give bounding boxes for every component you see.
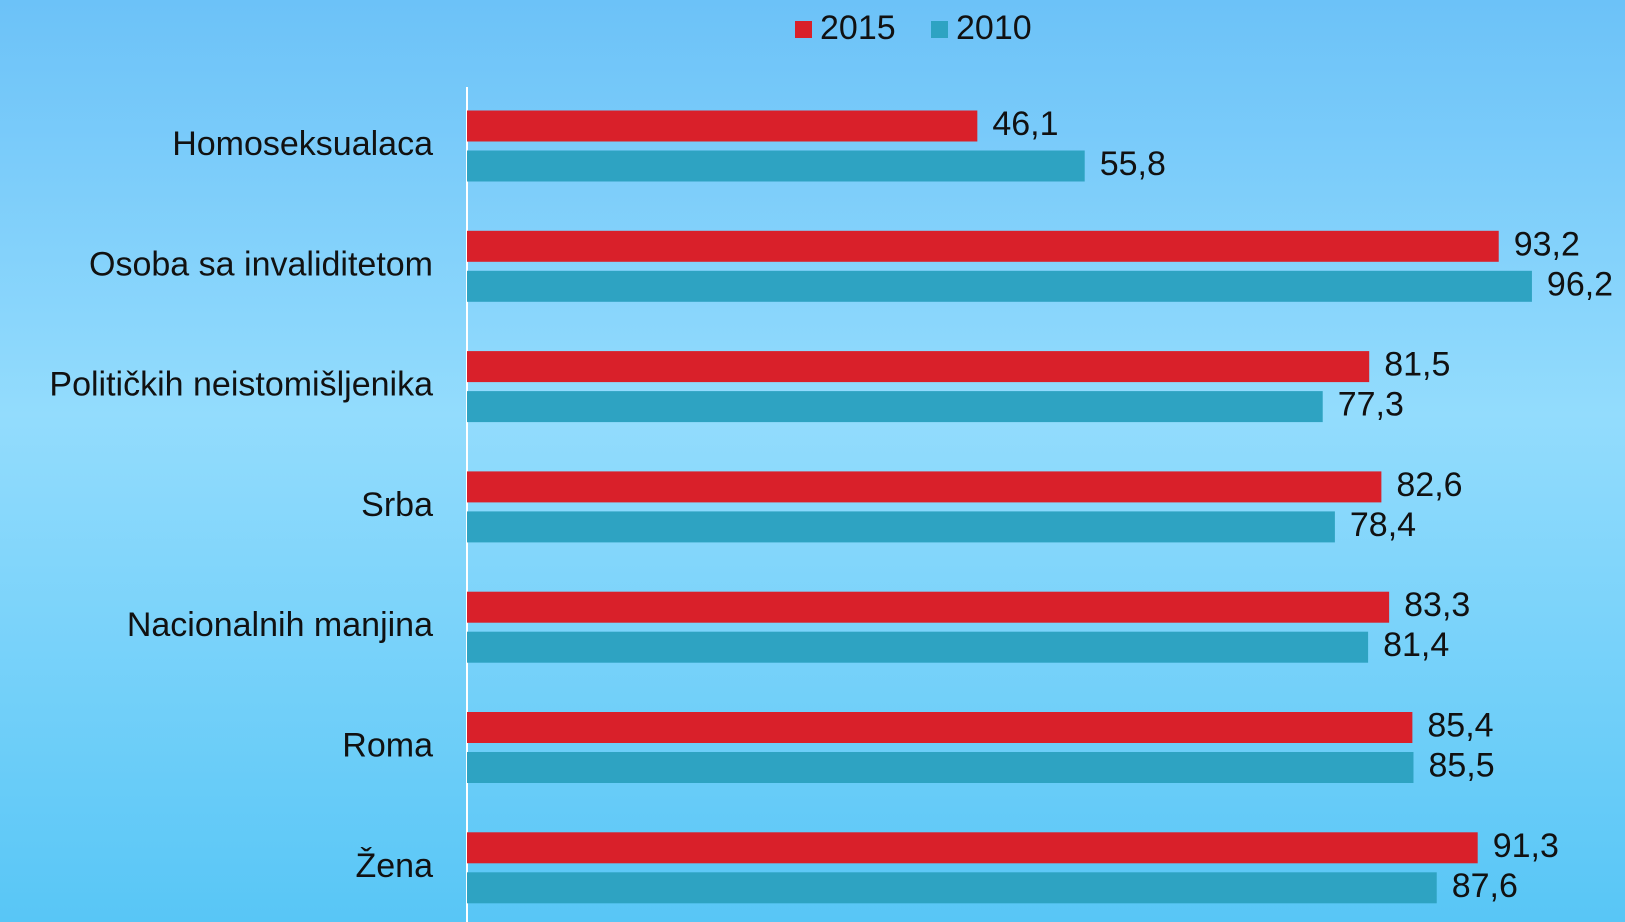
bar (467, 712, 1413, 743)
bar (467, 471, 1382, 503)
y-tick-label: Političkih neistomišljenika (49, 366, 433, 404)
data-label: 93,2 (1514, 225, 1580, 263)
y-tick-label: Nacionalnih manjina (127, 606, 433, 644)
legend-label: 2010 (956, 9, 1032, 47)
bar (467, 631, 1369, 663)
bar (467, 872, 1437, 904)
bar (467, 832, 1478, 864)
y-tick-label: Homoseksualaca (172, 125, 433, 163)
bar (467, 150, 1085, 182)
y-tick-label: Žena (356, 847, 434, 885)
data-label: 85,4 (1427, 706, 1493, 744)
bar (467, 230, 1499, 262)
bar (467, 752, 1414, 783)
data-label: 81,4 (1383, 626, 1449, 664)
legend-label: 2015 (820, 9, 896, 47)
data-label: 77,3 (1338, 386, 1404, 424)
bar (467, 270, 1532, 302)
legend-swatch (931, 21, 948, 38)
y-tick-label: Srba (361, 486, 433, 524)
data-label: 78,4 (1350, 506, 1416, 544)
legend-swatch (795, 21, 812, 38)
data-label: 81,5 (1384, 346, 1450, 384)
data-label: 82,6 (1396, 466, 1462, 504)
bar (467, 511, 1335, 543)
y-tick-label: Roma (342, 726, 433, 764)
data-label: 83,3 (1404, 586, 1470, 624)
data-label: 85,5 (1428, 746, 1494, 784)
bar (467, 591, 1390, 623)
bar (467, 391, 1323, 423)
data-label: 91,3 (1493, 827, 1559, 865)
data-label: 87,6 (1452, 867, 1518, 905)
y-tick-label: Osoba sa invaliditetom (89, 245, 433, 283)
data-label: 55,8 (1100, 145, 1166, 183)
bar (467, 110, 978, 142)
bar (467, 351, 1370, 383)
data-label: 46,1 (992, 105, 1058, 143)
data-label: 96,2 (1547, 265, 1613, 303)
